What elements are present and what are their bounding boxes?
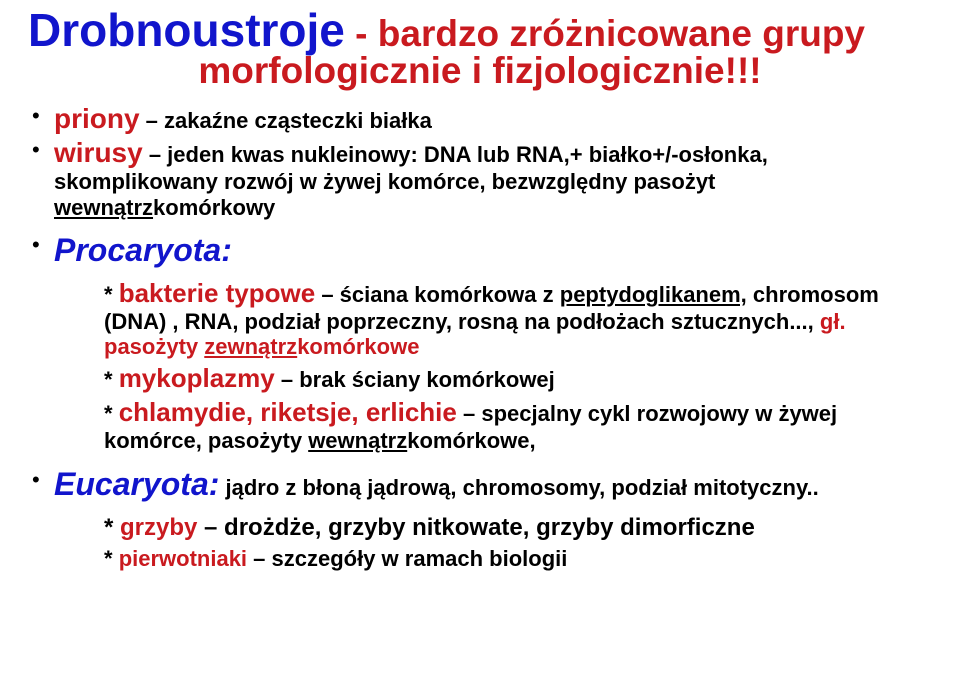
- txt-eucaryota: jądro z błoną jądrową, chromosomy, podzi…: [219, 475, 818, 500]
- sub-grzyby: * grzyby – drożdże, grzyby nitkowate, gr…: [104, 514, 932, 542]
- bullet-wirusy: wirusy – jeden kwas nukleinowy: DNA lub …: [28, 137, 932, 220]
- lead-mykoplazmy: mykoplazmy: [119, 363, 275, 393]
- main-list: priony – zakaźne cząsteczki białka wirus…: [28, 103, 932, 571]
- text-wirusy-under: wewnątrz: [54, 195, 153, 220]
- txt-bakterie-under: peptydoglikanem,: [560, 282, 747, 307]
- star-1: *: [104, 282, 119, 307]
- title-word-drobnoustroje: Drobnoustroje: [28, 4, 345, 56]
- title-line-2: morfologicznie i fizjologicznie!!!: [28, 52, 932, 91]
- text-priony: – zakaźne cząsteczki białka: [140, 108, 432, 133]
- star-pierwotniaki: *: [104, 546, 119, 571]
- slide: Drobnoustroje - bardzo zróżnicowane grup…: [0, 0, 960, 688]
- lead-bakterie: bakterie typowe: [119, 278, 316, 308]
- title-rest-1: bardzo zróżnicowane grupy: [378, 13, 865, 54]
- txt-bakterie-1: – ściana komórkowa z: [315, 282, 560, 307]
- heading-procaryota: Procaryota:: [54, 232, 232, 268]
- sub-chlamydie: * chlamydie, riketsje, erlichie – specja…: [104, 398, 932, 453]
- lead-chlamydie: chlamydie, riketsje, erlichie: [119, 397, 457, 427]
- title-dash: -: [345, 13, 378, 54]
- lead-priony: priony: [54, 103, 140, 134]
- lead-wirusy: wirusy: [54, 137, 143, 168]
- star-grzyby: *: [104, 514, 120, 541]
- txt-bakterie-red2: komórkowe: [297, 334, 419, 359]
- sub-pierwotniaki: * pierwotniaki – szczegóły w ramach biol…: [104, 546, 932, 571]
- eucaryota-sublist: * grzyby – drożdże, grzyby nitkowate, gr…: [54, 514, 932, 571]
- sub-mykoplazmy: * mykoplazmy – brak ściany komórkowej: [104, 364, 932, 394]
- txt-grzyby: – drożdże, grzyby nitkowate, grzyby dimo…: [197, 514, 754, 541]
- text-wirusy-1: – jeden kwas nukleinowy: DNA lub RNA,+ b…: [54, 142, 768, 194]
- star-2: *: [104, 367, 119, 392]
- txt-pierwotniaki: – szczegóły w ramach biologii: [247, 546, 567, 571]
- colon-eucaryota: :: [209, 466, 220, 502]
- txt-mykoplazmy: – brak ściany komórkowej: [275, 367, 555, 392]
- sub-bakterie: * bakterie typowe – ściana komórkowa z p…: [104, 279, 932, 360]
- bullet-procaryota: Procaryota: * bakterie typowe – ściana k…: [28, 232, 932, 453]
- lead-pierwotniaki: pierwotniaki: [119, 546, 247, 571]
- bullet-eucaryota: Eucaryota: jądro z błoną jądrową, chromo…: [28, 467, 932, 571]
- title-rest-2: morfologicznie i fizjologicznie!!!: [198, 50, 761, 91]
- txt-bakterie-redunder: zewnątrz: [204, 334, 297, 359]
- txt-chlamydie-under: wewnątrz: [308, 428, 407, 453]
- bullet-priony: priony – zakaźne cząsteczki białka: [28, 103, 932, 135]
- lead-grzyby: grzyby: [120, 514, 197, 541]
- text-wirusy-2: komórkowy: [153, 195, 275, 220]
- procaryota-sublist: * bakterie typowe – ściana komórkowa z p…: [54, 279, 932, 453]
- lead-eucaryota: Eucaryota: [54, 466, 209, 502]
- txt-chlamydie-2: komórkowe,: [407, 428, 535, 453]
- title-line-1: Drobnoustroje - bardzo zróżnicowane grup…: [28, 6, 932, 54]
- star-3: *: [104, 401, 119, 426]
